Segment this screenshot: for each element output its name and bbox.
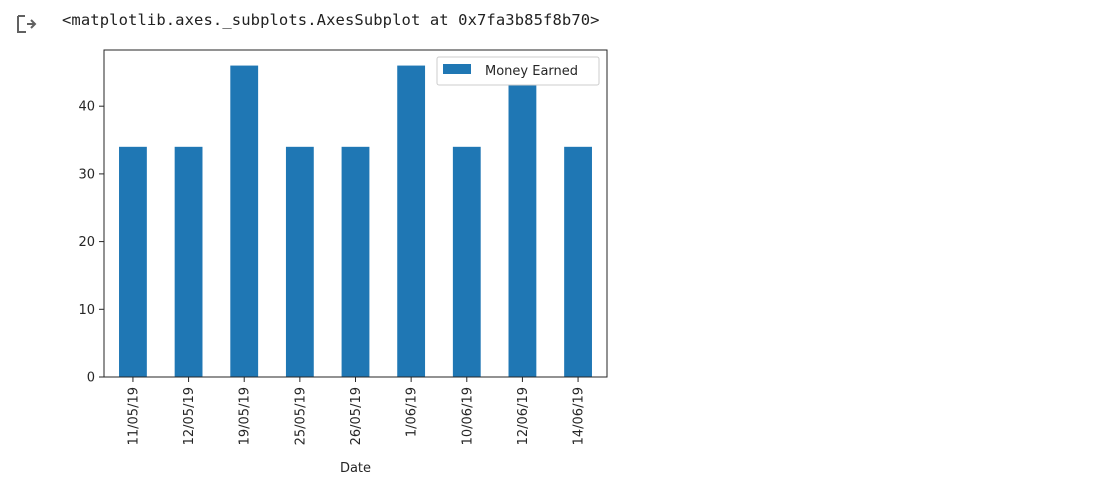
x-axis-ticks: 11/05/19 12/05/19 19/05/19 25/05/19 26/05/19… xyxy=(126,377,587,445)
x-tick-label: 1/06/19 xyxy=(405,387,420,437)
y-tick-label: 40 xyxy=(78,100,95,115)
bar-12/05/19 xyxy=(174,146,203,377)
bar-14/06/19 xyxy=(564,146,592,377)
legend-label: Money Earned xyxy=(485,64,578,79)
output-arrow-icon[interactable] xyxy=(14,12,38,36)
x-tick-label: 10/06/19 xyxy=(460,387,475,445)
bars-group xyxy=(119,65,592,378)
bar-12/06/19 xyxy=(508,65,537,378)
x-tick-label: 12/05/19 xyxy=(182,387,197,445)
y-axis-ticks: 0 10 20 30 40 xyxy=(78,100,104,386)
bar-19/05/19 xyxy=(230,65,259,378)
bar-10/06/19 xyxy=(452,146,481,377)
x-tick-label: 25/05/19 xyxy=(293,387,308,445)
x-tick-label: 11/05/19 xyxy=(126,387,141,445)
bar-25/05/19 xyxy=(285,146,314,377)
y-tick-label: 30 xyxy=(78,167,95,182)
y-tick-label: 20 xyxy=(78,235,95,250)
legend-box xyxy=(436,56,600,86)
x-tick-label: 19/05/19 xyxy=(238,387,253,445)
y-tick-label: 0 xyxy=(87,371,95,386)
legend: Money Earned xyxy=(436,56,600,86)
x-axis-label: Date xyxy=(340,461,371,476)
x-tick-label: 26/05/19 xyxy=(349,387,364,445)
bar-11/05/19 xyxy=(119,146,147,377)
legend-swatch xyxy=(443,64,471,74)
output-repr-text: <matplotlib.axes._subplots.AxesSubplot a… xyxy=(62,11,600,29)
x-tick-label: 12/06/19 xyxy=(516,387,531,445)
bar-26/05/19 xyxy=(341,146,370,377)
bar-1/06/19 xyxy=(397,65,426,378)
y-tick-label: 10 xyxy=(78,303,95,318)
x-tick-label: 14/06/19 xyxy=(572,387,587,445)
